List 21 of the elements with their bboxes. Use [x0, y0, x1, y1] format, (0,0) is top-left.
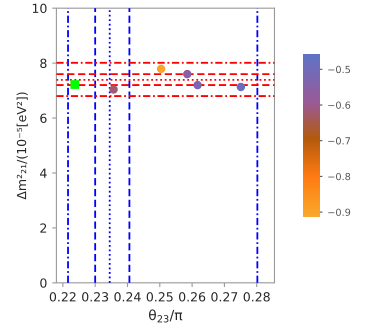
x-tick-label: 0.25	[146, 292, 173, 302]
color-bar-label: −0.7	[328, 137, 350, 145]
y-tick-label: 8	[40, 58, 47, 68]
x-tick-label: 0.26	[179, 292, 206, 302]
color-bar-label: −0.8	[328, 172, 350, 180]
point	[70, 80, 80, 89]
x-tick-label: 0.22	[50, 292, 76, 302]
x-axis-title: θ$_{23}$/π	[148, 309, 182, 322]
y-axis-title: Δm²₂₁/(10⁻⁵[eV²])	[16, 92, 28, 200]
y-tick-label: 10	[32, 4, 47, 14]
y-tick-label: 0	[40, 278, 47, 288]
x-tick-label: 0.24	[114, 292, 141, 302]
x-tick-label: 0.23	[82, 292, 108, 302]
x-tick-label: 0.27	[211, 292, 238, 302]
y-tick-label: 4	[40, 168, 47, 178]
color-bar-label: −0.9	[328, 208, 350, 216]
x-tick-label: 0.28	[244, 292, 270, 302]
color-bar-label: −0.6	[328, 101, 350, 109]
y-tick-label: 6	[40, 114, 47, 123]
y-tick-label: 2	[40, 223, 46, 233]
color-bar-label: −0.5	[328, 66, 350, 74]
